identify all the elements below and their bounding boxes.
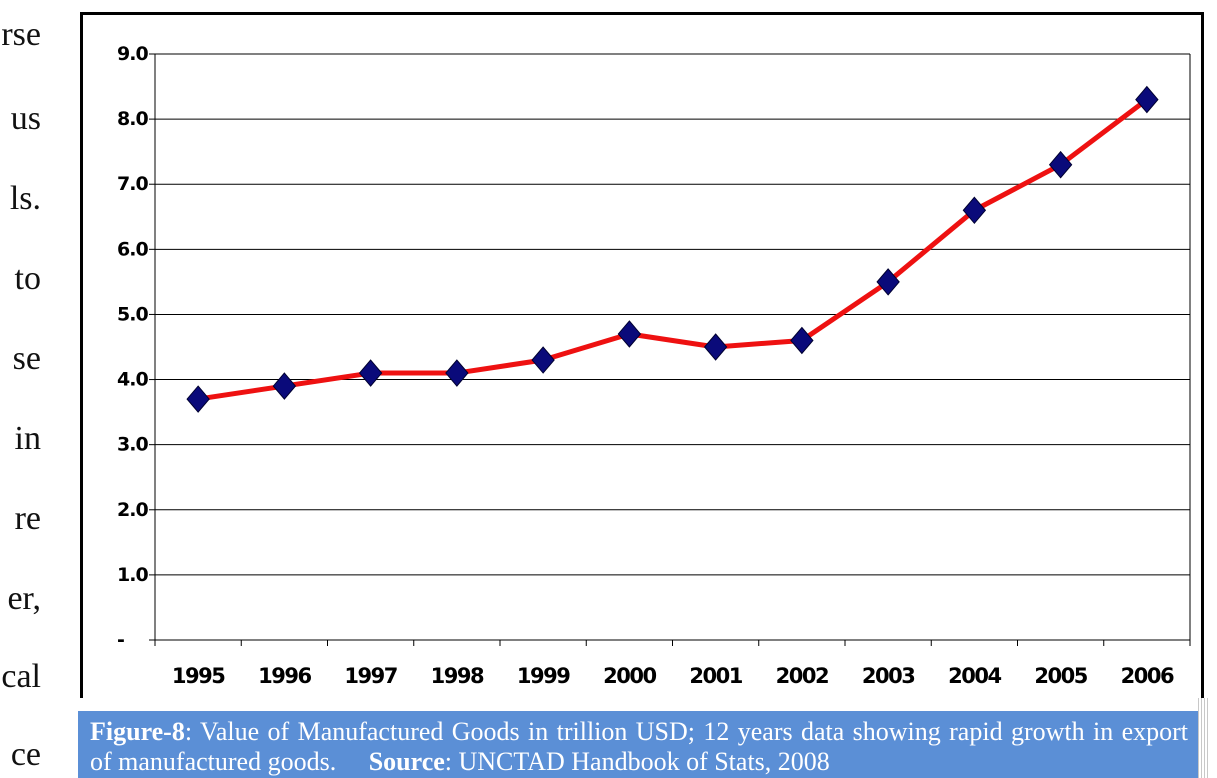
x-tick-label: 2002 [776,664,828,688]
figure-caption: Figure-8: Value of Manufactured Goods in… [78,711,1198,778]
x-tick-label: 1998 [431,664,484,688]
series-layer [186,85,1159,413]
side-text-line: re [14,500,41,537]
data-point-marker [617,320,642,348]
x-tick-label: 1996 [258,664,311,688]
side-text-line: in [14,420,41,457]
side-text-line: ls. [9,180,41,217]
side-text-line: rse [1,16,41,53]
x-tick-label: 2001 [689,664,742,688]
y-tick-label: 5.0 [117,303,148,325]
y-tick-labels: - 1.0 2.0 3.0 4.0 5.0 6.0 7.0 8.0 9.0 [117,43,149,651]
x-tick-label: 2000 [603,664,656,688]
data-point-marker [703,333,728,361]
side-text-line: se [12,340,41,377]
x-tick-label: 1999 [517,664,570,688]
x-tick-label: 2006 [1121,664,1174,688]
y-tick-label: 1.0 [117,564,148,586]
x-tick-label: 2004 [948,664,1001,688]
data-point-marker [272,372,297,400]
source-label: Source [368,747,445,776]
data-point-marker [1135,85,1159,114]
data-point-marker [186,385,210,413]
y-tick-label: 6.0 [117,238,148,260]
y-tick-label: 9.0 [117,43,148,65]
data-point-marker [445,359,469,387]
y-tick-label: 3.0 [117,434,148,456]
side-text-line: er, [7,580,41,617]
x-tick-label: 2003 [862,664,914,688]
data-point-marker [358,359,383,387]
source-text: : UNCTAD Handbook of Stats, 2008 [444,747,830,776]
gridlines [155,53,1190,576]
figure-label: Figure-8 [90,717,185,746]
y-tick-label: - [117,629,124,651]
data-point-marker [790,326,814,355]
y-tick-label: 7.0 [117,173,148,195]
x-tick-label: 1995 [172,664,225,688]
y-tick-label: 2.0 [117,499,148,521]
side-text-line: cal [1,658,41,695]
series-line [195,97,1150,402]
data-point-marker [531,346,555,374]
data-point-marker [876,268,900,296]
line-chart: -1.02.03.04.05.06.07.08.09.0 1995 1996 199… [117,43,1191,688]
x-tick-label: 2005 [1034,664,1087,688]
side-text-line: us [10,100,41,137]
y-tick-label: 4.0 [117,369,148,391]
axes [149,53,1191,646]
caption-text: : Value of Manufactured Goods in trillio… [90,717,1188,776]
side-text-column: rse us ls. to se in re er, cal ce [0,0,44,778]
side-text-line: to [14,260,41,297]
x-tick-labels: 1995 1996 1997 1998 1999 2000 2001 2002 2003 2004… [172,664,1176,688]
x-tick-label: 1997 [344,664,396,688]
y-tick-label: 8.0 [117,108,148,130]
chart-frame [80,12,1204,698]
side-text-line: ce [10,736,41,773]
caption-shadow [1198,698,1210,778]
data-point-marker [1048,150,1073,179]
data-point-marker [962,196,987,225]
